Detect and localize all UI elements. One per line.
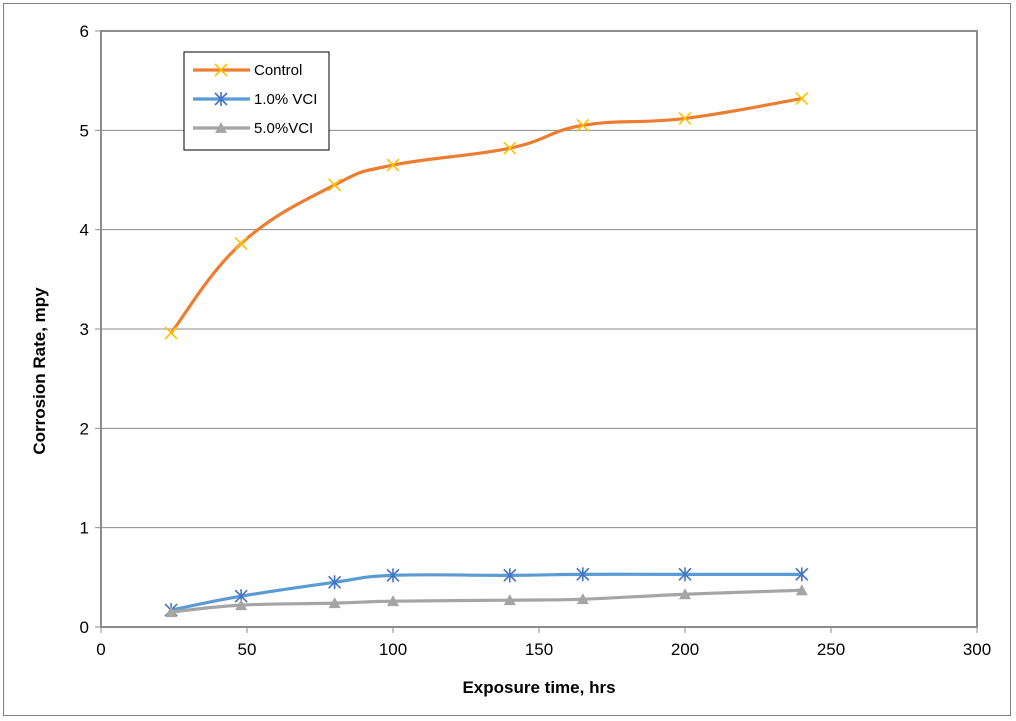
legend-entry: 5.0%VCI [193,120,313,137]
legend-label: 1.0% VCI [254,91,317,108]
x-tick-label: 200 [671,640,699,659]
legend-label: 5.0%VCI [254,120,313,137]
y-tick-label: 1 [80,519,89,538]
data-point-marker [234,237,248,251]
y-tick-label: 6 [80,22,89,41]
data-point-marker [387,595,399,607]
data-point-marker [386,568,400,583]
data-point-marker [576,567,590,582]
chart-frame [3,3,1011,716]
y-axis-title: Corrosion Rate, mpy [30,287,49,455]
data-point-marker [328,178,342,192]
x-axis-title: Exposure time, hrs [462,678,615,697]
x-axis-ticks: 0 50 100 150 200 250 300 [96,627,991,659]
series-2 [165,584,808,618]
data-point-marker [386,158,400,172]
y-tick-label: 3 [80,320,89,339]
x-tick-label: 0 [96,640,105,659]
data-point-marker [503,568,517,583]
data-point-marker [328,597,341,609]
data-point-marker [165,606,178,618]
legend-label: Control [254,62,302,79]
data-point-marker [576,118,590,132]
y-tick-label: 2 [80,419,89,438]
data-point-marker [795,567,809,582]
data-point-marker [503,141,517,155]
series-1 [164,567,809,618]
data-point-marker [795,584,808,596]
data-point-marker [576,593,589,605]
x-tick-label: 100 [379,640,407,659]
y-tick-label: 4 [80,221,89,240]
data-point-marker [679,588,691,600]
series-layer [164,91,809,618]
legend-marker [215,122,227,133]
x-tick-label: 150 [525,640,553,659]
y-tick-label: 0 [80,618,89,637]
data-point-marker [328,575,342,590]
series-0 [164,91,809,340]
y-tick-label: 5 [80,121,89,140]
legend-marker [214,63,228,77]
data-point-marker [503,594,516,606]
x-tick-label: 50 [238,640,257,659]
data-point-marker [678,111,692,125]
legend: Control 1.0% VCI 5.0%VCI [183,51,330,151]
data-point-marker [678,567,692,582]
legend-entry: 1.0% VCI [193,91,317,108]
legend-marker [214,92,228,106]
data-point-marker [235,599,248,611]
x-tick-label: 250 [817,640,845,659]
x-tick-label: 300 [963,640,991,659]
legend-entry: Control [193,62,302,79]
data-point-marker [795,91,809,106]
legend-box [183,51,330,151]
data-point-marker [164,326,178,340]
y-axis-ticks: 0 1 2 3 4 5 6 [80,22,101,637]
